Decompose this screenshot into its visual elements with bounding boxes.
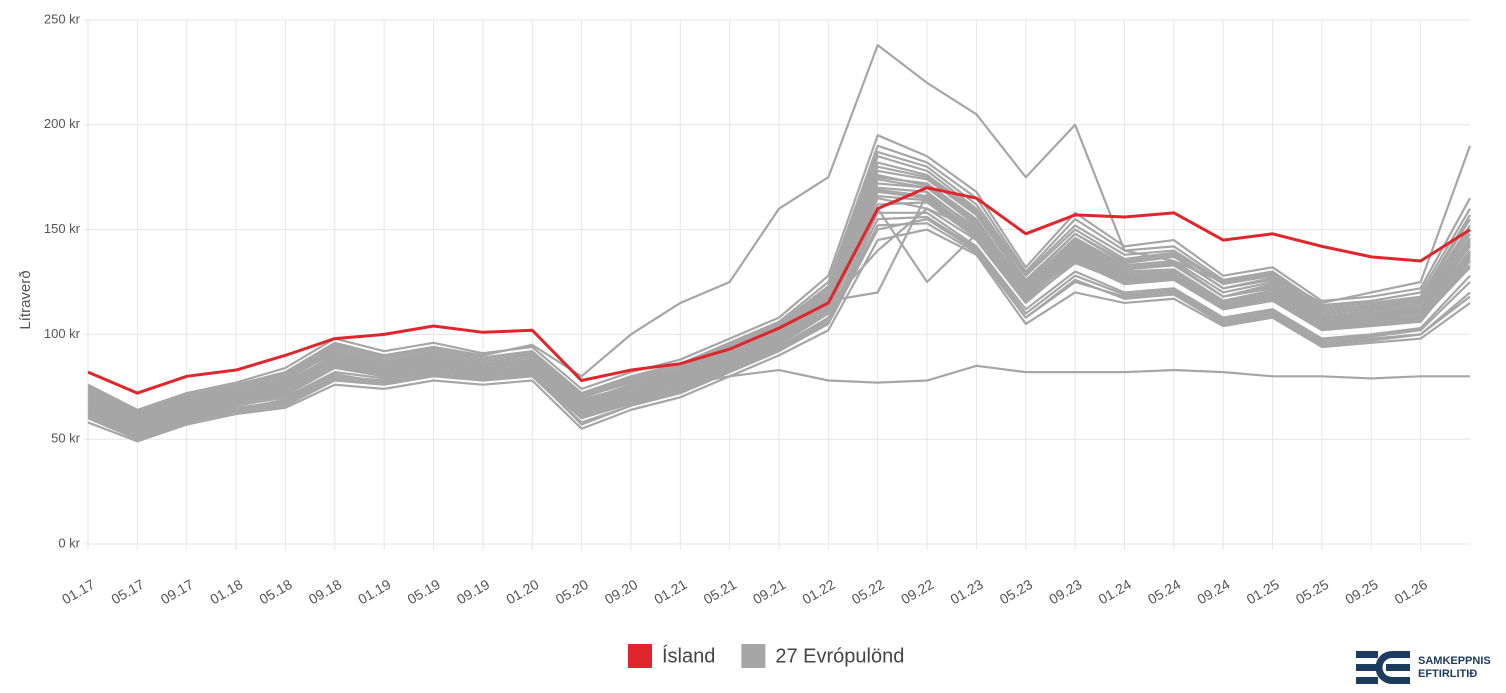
x-tick-label: 09.22: [898, 576, 937, 607]
country-line: [87, 155, 1471, 418]
x-tick-label: 05.19: [405, 576, 444, 607]
x-tick-label: 01.25: [1244, 576, 1283, 607]
logo-bar: [1356, 664, 1378, 671]
legend-label: Ísland: [662, 644, 715, 667]
country-line: [87, 144, 1471, 414]
logo-bar: [1356, 677, 1378, 684]
x-tick-label: 01.21: [651, 576, 690, 607]
x-tick-label: 05.22: [849, 576, 888, 607]
x-tick-label: 09.18: [306, 576, 345, 607]
x-tick-label: 05.23: [997, 576, 1036, 607]
country-line: [87, 215, 1471, 439]
x-tick-label: 09.21: [750, 576, 789, 607]
country-line: [87, 194, 1471, 430]
x-tick-label: 01.17: [59, 576, 98, 607]
x-tick-label: 01.26: [1392, 576, 1431, 607]
legend-swatch: [741, 644, 766, 668]
x-tick-label: 05.24: [1145, 576, 1184, 607]
country-line: [87, 364, 1470, 437]
x-tick-label: 05.25: [1293, 576, 1332, 607]
y-tick-label: 150 kr: [44, 221, 81, 236]
logo-text: SAMKEPPNIS: [1418, 655, 1491, 667]
x-tick-label: 01.23: [947, 576, 986, 607]
x-tick-label: 01.22: [799, 576, 838, 607]
y-tick-label: 250 kr: [44, 11, 81, 26]
legend-swatch: [628, 644, 652, 668]
country-line: [87, 192, 1471, 424]
logo-bar: [1356, 651, 1378, 658]
country-line: [87, 211, 1471, 437]
y-tick-label: 50 kr: [51, 431, 81, 446]
x-tick-label: 09.23: [1046, 576, 1085, 607]
country-line: [87, 169, 1471, 422]
x-tick-label: 09.25: [1342, 576, 1381, 607]
y-tick-label: 200 kr: [44, 116, 81, 131]
logo-text: EFTIRLITIÐ: [1418, 668, 1477, 680]
country-line: [87, 150, 1471, 416]
country-line: [87, 222, 1471, 441]
x-tick-label: 09.19: [454, 576, 493, 607]
x-tick-label: 01.20: [503, 576, 542, 607]
logo: SAMKEPPNIS EFTIRLITIÐ: [1356, 651, 1491, 684]
y-tick-label: 0 kr: [58, 535, 80, 550]
x-tick-label: 09.20: [602, 576, 641, 607]
x-tick-label: 05.20: [553, 576, 592, 607]
logo-bar: [1386, 664, 1410, 671]
x-tick-label: 05.17: [108, 576, 147, 607]
y-axis-label: Lítraverð: [17, 270, 34, 329]
legend-label: 27 Evrópulönd: [775, 645, 904, 667]
x-tick-label: 09.17: [158, 576, 197, 607]
country-line: [87, 228, 1471, 443]
x-tick-label: 01.24: [1096, 576, 1135, 607]
x-tick-label: 01.18: [207, 576, 246, 607]
y-tick-label: 100 kr: [44, 326, 81, 341]
country-line: [87, 186, 1471, 426]
x-tick-label: 05.18: [256, 576, 295, 607]
country-line: [87, 188, 1471, 428]
logo-shape: [1375, 651, 1410, 684]
grid: [84, 19, 1470, 550]
x-tick-label: 09.24: [1194, 576, 1233, 607]
series-line: [87, 186, 1471, 395]
x-tick-label: 05.21: [701, 576, 740, 607]
country-line: [87, 134, 1471, 411]
x-tick-label: 01.19: [355, 576, 394, 607]
country-line: [87, 178, 1471, 424]
